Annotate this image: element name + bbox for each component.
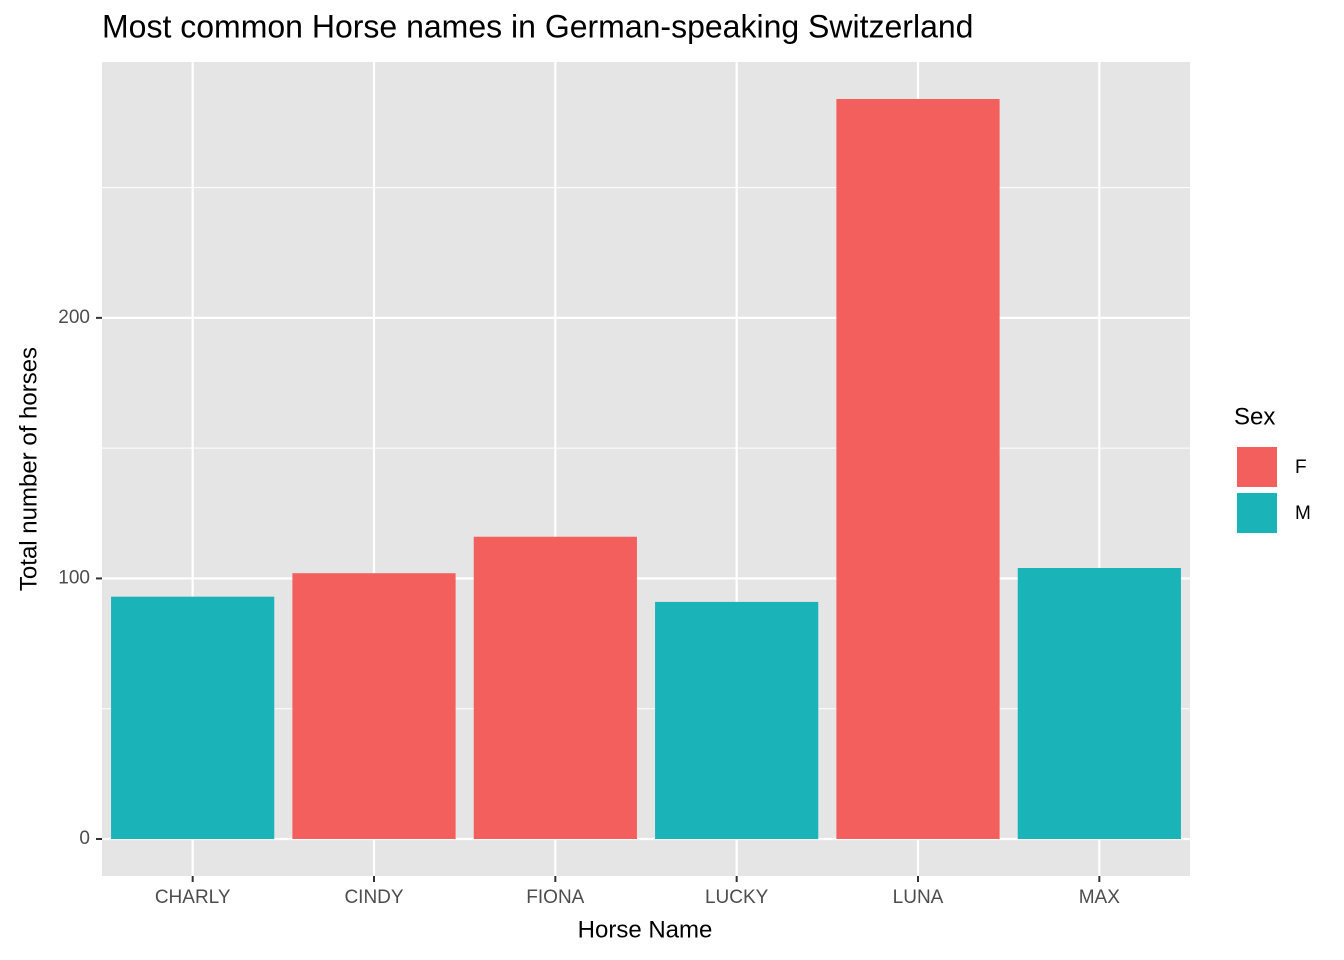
y-tick-label: 100 [58, 567, 90, 588]
bar [836, 99, 1000, 839]
y-axis-title: Total number of horses [15, 347, 42, 591]
legend-label: F [1295, 457, 1307, 478]
y-tick-label: 200 [58, 307, 90, 328]
x-tick-label: CINDY [344, 887, 403, 908]
legend-title: Sex [1234, 403, 1275, 430]
x-tick-label: MAX [1079, 887, 1121, 908]
bars [111, 99, 1181, 839]
chart-title: Most common Horse names in German-speaki… [102, 8, 973, 44]
bar [655, 601, 819, 839]
bar [473, 536, 637, 839]
y-tick-label: 0 [79, 828, 90, 849]
x-tick-label: CHARLY [155, 887, 231, 908]
panel [102, 62, 1190, 876]
bar [292, 573, 456, 839]
legend-key [1235, 445, 1279, 489]
bar [1017, 568, 1181, 839]
x-axis-title: Horse Name [578, 916, 713, 943]
x-tick-label: LUCKY [705, 887, 769, 908]
x-tick-label: FIONA [526, 887, 584, 908]
legend-label: M [1295, 503, 1311, 524]
x-tick-label: LUNA [893, 887, 944, 908]
legend-key [1235, 491, 1279, 535]
bar [111, 596, 275, 839]
